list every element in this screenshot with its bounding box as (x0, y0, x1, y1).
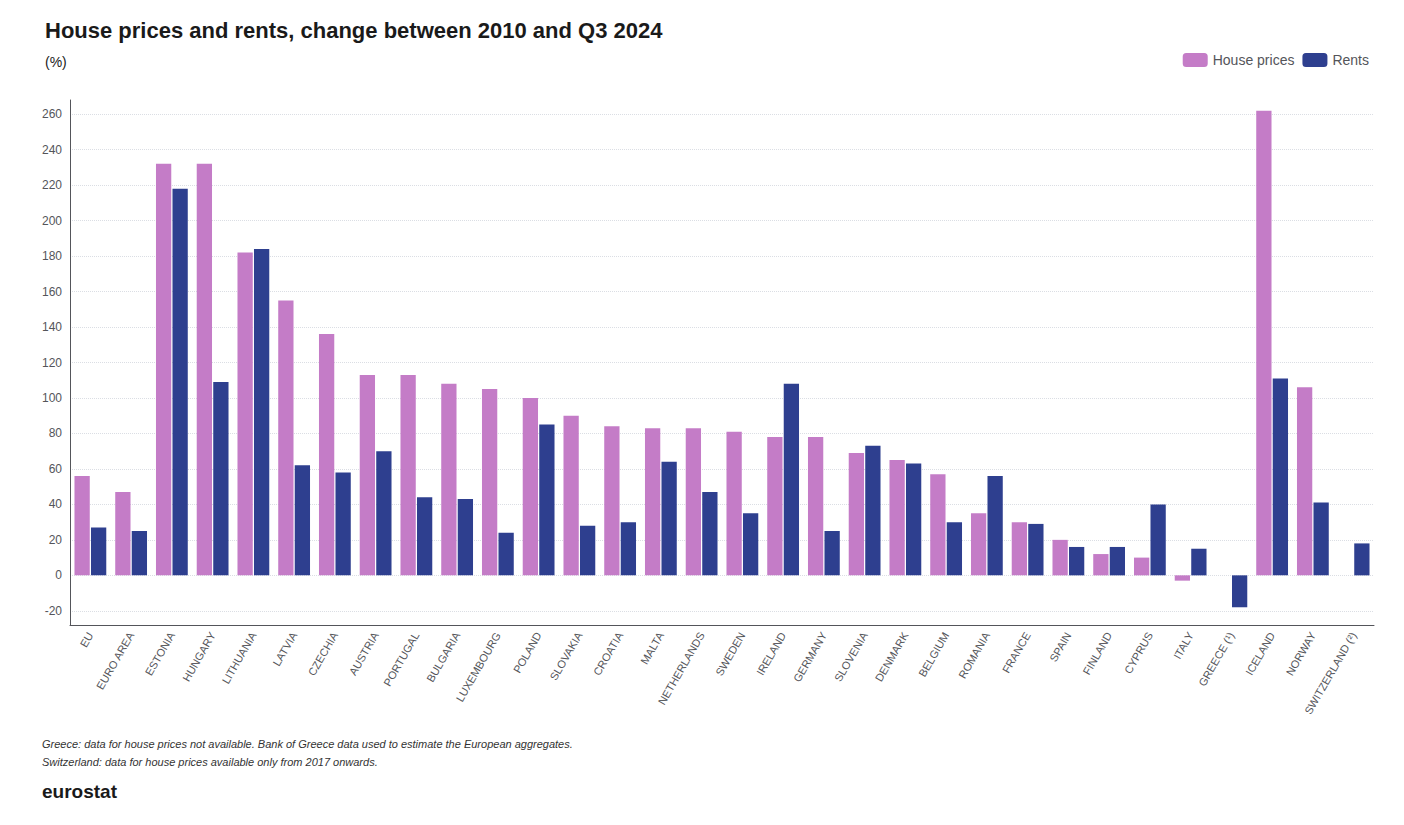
svg-text:EU: EU (78, 630, 96, 649)
svg-text:LUXEMBOURG: LUXEMBOURG (454, 630, 503, 704)
svg-text:180: 180 (42, 249, 62, 263)
svg-text:200: 200 (42, 214, 62, 228)
svg-text:120: 120 (42, 356, 62, 370)
svg-text:House prices and rents, change: House prices and rents, change between 2… (45, 18, 663, 43)
svg-text:MALTA: MALTA (638, 629, 666, 666)
svg-text:FRANCE: FRANCE (1000, 630, 1033, 675)
svg-text:GERMANY: GERMANY (791, 629, 829, 684)
svg-text:Greece: data for house prices: Greece: data for house prices not availa… (42, 738, 573, 750)
svg-text:GREECE (¹): GREECE (¹) (1196, 630, 1237, 688)
svg-text:FINLAND: FINLAND (1080, 630, 1114, 677)
svg-text:Rents: Rents (1332, 52, 1369, 68)
svg-text:PORTUGAL: PORTUGAL (381, 630, 422, 688)
svg-text:CYPRUS: CYPRUS (1122, 630, 1155, 676)
svg-text:ITALY: ITALY (1171, 629, 1196, 661)
svg-text:SLOVENIA: SLOVENIA (832, 629, 870, 683)
svg-text:(%): (%) (45, 54, 67, 70)
svg-text:60: 60 (49, 462, 63, 476)
svg-text:HUNGARY: HUNGARY (180, 629, 218, 683)
svg-text:0: 0 (55, 568, 62, 582)
svg-text:ROMANIA: ROMANIA (956, 629, 992, 680)
svg-text:40: 40 (49, 497, 63, 511)
svg-text:ESTONIA: ESTONIA (143, 629, 178, 677)
svg-text:260: 260 (42, 107, 62, 121)
svg-text:AUSTRIA: AUSTRIA (347, 629, 382, 677)
svg-text:-20: -20 (45, 604, 63, 618)
svg-text:BULGARIA: BULGARIA (424, 629, 463, 684)
svg-text:POLAND: POLAND (511, 630, 544, 675)
svg-text:160: 160 (42, 285, 62, 299)
svg-text:SPAIN: SPAIN (1047, 630, 1074, 664)
svg-text:ICELAND: ICELAND (1243, 630, 1277, 677)
svg-text:SWEDEN: SWEDEN (713, 630, 748, 678)
svg-text:20: 20 (49, 533, 63, 547)
svg-text:CROATIA: CROATIA (591, 629, 626, 677)
svg-text:240: 240 (42, 143, 62, 157)
svg-text:Switzerland: data for house pr: Switzerland: data for house prices avail… (42, 756, 378, 768)
svg-text:140: 140 (42, 320, 62, 334)
svg-text:BELGIUM: BELGIUM (916, 630, 951, 679)
svg-text:LATVIA: LATVIA (270, 629, 299, 668)
svg-text:NORWAY: NORWAY (1284, 629, 1319, 677)
svg-text:SLOVAKIA: SLOVAKIA (547, 629, 584, 682)
svg-text:eurostat: eurostat (42, 781, 118, 802)
svg-text:SWITZERLAND (²): SWITZERLAND (²) (1302, 630, 1359, 716)
svg-text:House prices: House prices (1213, 52, 1295, 68)
svg-text:LITHUANIA: LITHUANIA (219, 629, 258, 685)
svg-text:CZECHIA: CZECHIA (306, 629, 341, 677)
svg-text:220: 220 (42, 178, 62, 192)
svg-text:NETHERLANDS: NETHERLANDS (656, 630, 707, 707)
svg-text:80: 80 (49, 426, 63, 440)
svg-text:EURO AREA: EURO AREA (94, 629, 137, 691)
svg-text:100: 100 (42, 391, 62, 405)
svg-text:IRELAND: IRELAND (754, 630, 788, 677)
svg-text:DENMARK: DENMARK (873, 629, 911, 683)
